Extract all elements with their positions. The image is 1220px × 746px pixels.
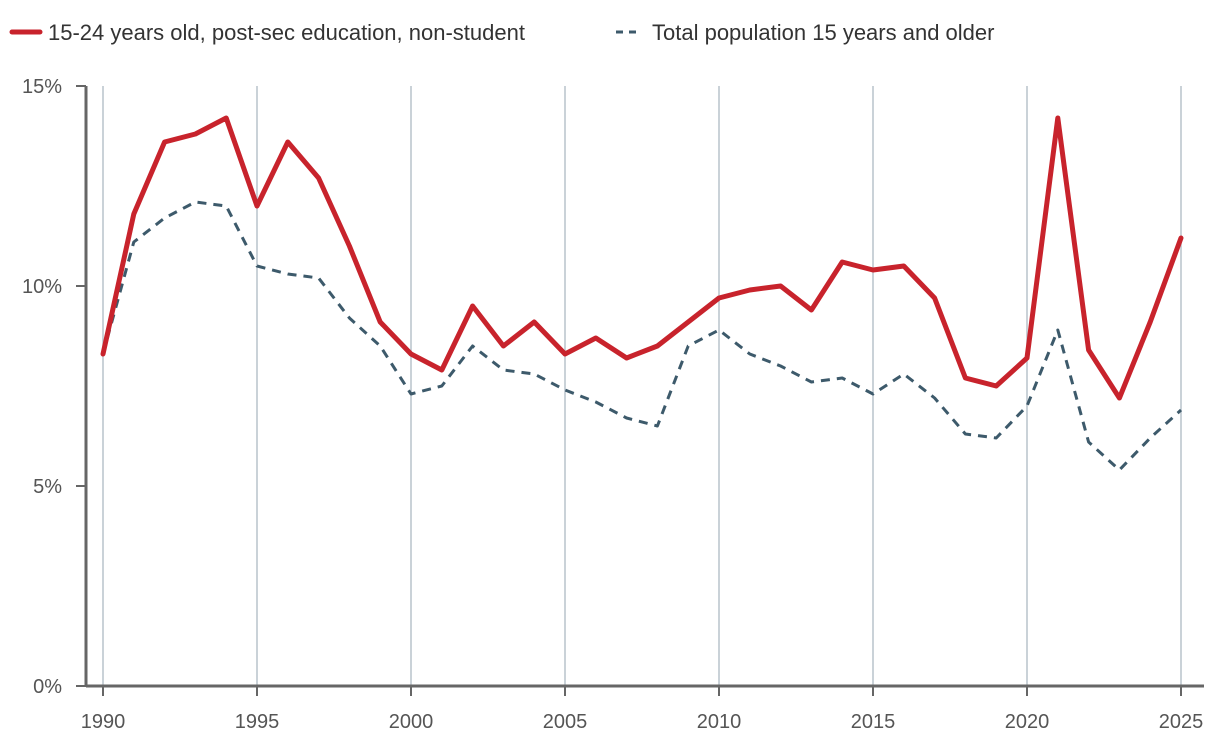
x-tick-label-2005: 2005 [543,711,588,733]
legend-label-series-2: Total population 15 years and older [652,20,994,45]
x-tick-label-1990: 1990 [81,711,126,733]
legend: 15-24 years old, post-sec education, non… [9,20,994,45]
x-tick-label-2000: 2000 [389,711,434,733]
legend-label-series-1: 15-24 years old, post-sec education, non… [48,20,525,45]
y-tick-label-5: 5% [33,476,62,498]
x-tick-label-1995: 1995 [235,711,280,733]
y-tick-label-15: 15% [22,76,62,98]
series-line-2 [101,200,1183,472]
x-tick-label-2025: 2025 [1159,711,1204,733]
x-tick-label-2020: 2020 [1005,711,1050,733]
x-tick-label-2010: 2010 [697,711,742,733]
y-tick-label-0: 0% [33,676,62,698]
series-line-1 [100,115,1184,401]
x-tick-label-2015: 2015 [851,711,896,733]
y-tick-label-10: 10% [22,276,62,298]
